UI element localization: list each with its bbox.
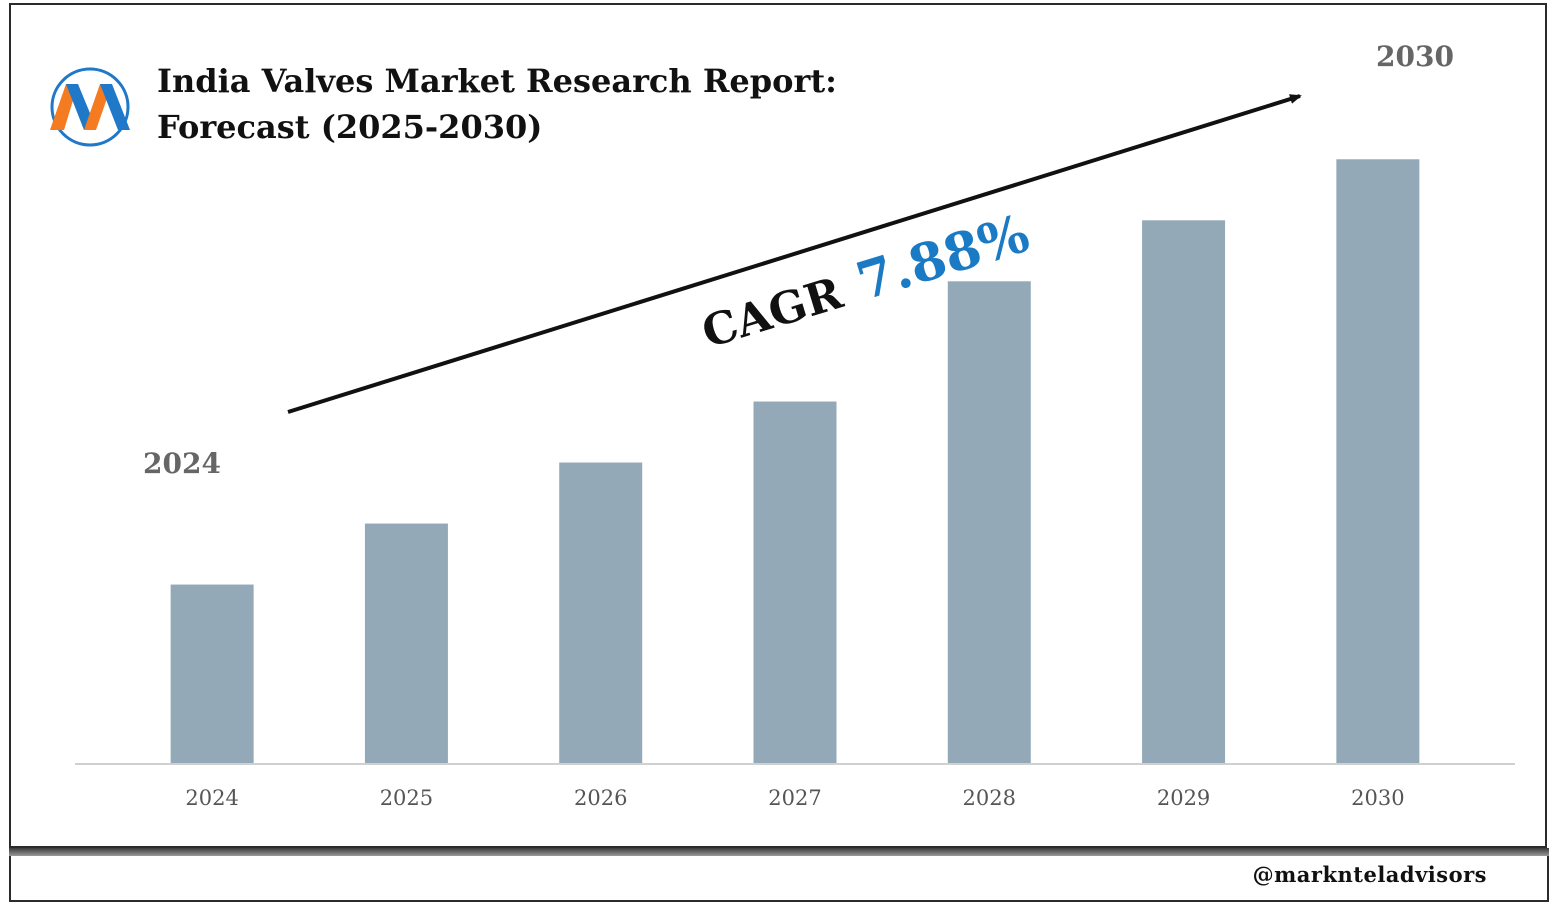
bar-2025: [364, 523, 448, 764]
x-tick-label-2026: 2026: [574, 786, 627, 810]
bar-2030: [1336, 159, 1420, 764]
footer: @marknteladvisors: [9, 856, 1549, 902]
x-tick-label-2025: 2025: [380, 786, 433, 810]
cagr-label: CAGR: [696, 268, 848, 359]
bar-2027: [753, 401, 837, 764]
x-tick-label-2027: 2027: [768, 786, 821, 810]
bar-2029: [1142, 220, 1226, 765]
chart-title-line2: Forecast (2025-2030): [157, 108, 543, 146]
marknteladvisors-logo-icon: [50, 67, 130, 147]
start-year-callout: 2024: [143, 447, 221, 480]
bar-2028: [947, 281, 1031, 764]
footer-handle: @marknteladvisors: [1252, 862, 1487, 887]
x-tick-label-2029: 2029: [1157, 786, 1210, 810]
x-tick-label-2024: 2024: [185, 786, 238, 810]
end-year-callout: 2030: [1376, 40, 1454, 73]
trend-arrow: [287, 94, 1302, 414]
bar-chart: 2024 2025 2026 2027 2028 2029 2030 2024 2030 C…: [75, 40, 1515, 810]
x-tick-label-2028: 2028: [963, 786, 1016, 810]
chart-title-line1: India Valves Market Research Report:: [157, 62, 837, 100]
x-axis-ticks: 2024 2025 2026 2027 2028 2029 2030: [185, 786, 1404, 810]
bar-2026: [559, 462, 643, 764]
footer-divider: [9, 848, 1549, 856]
chart-title: India Valves Market Research Report: For…: [157, 58, 837, 150]
bar-2024: [170, 584, 254, 764]
x-tick-label-2030: 2030: [1351, 786, 1404, 810]
bar-series: [170, 159, 1420, 765]
